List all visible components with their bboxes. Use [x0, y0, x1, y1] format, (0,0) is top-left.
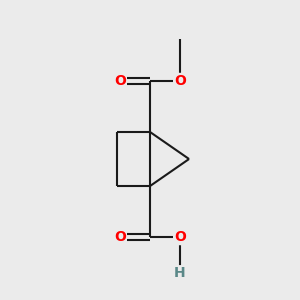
Text: H: H [174, 266, 186, 280]
Text: O: O [114, 74, 126, 88]
Text: O: O [174, 74, 186, 88]
Text: O: O [114, 230, 126, 244]
Text: O: O [174, 230, 186, 244]
